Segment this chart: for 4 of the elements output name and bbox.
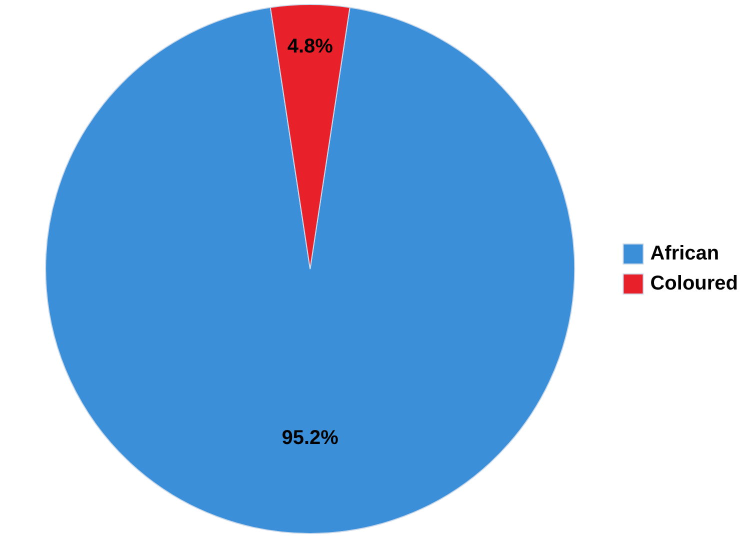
data-label: 95.2% [282,426,339,449]
data-label: 4.8% [287,35,334,58]
legend-label: Coloured [650,272,738,295]
legend-label: African [650,242,720,265]
